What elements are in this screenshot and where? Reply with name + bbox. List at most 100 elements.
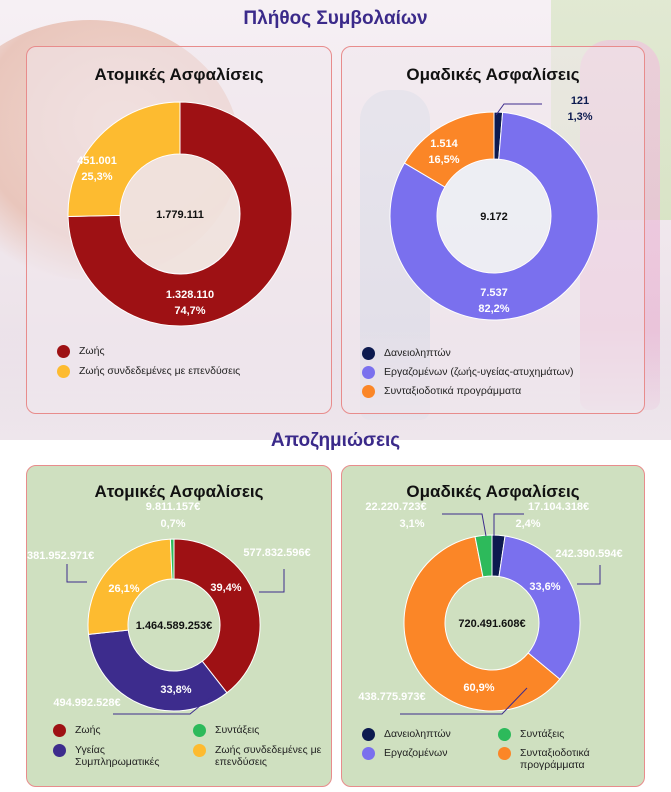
data-label: 82,2% [478, 303, 509, 315]
percent-label: 60,9% [463, 682, 494, 694]
legend-item: Συνταξιοδοτικά προγράμματα [362, 385, 521, 398]
leader-line [113, 691, 218, 715]
legend-label: Ζωής συνδεδεμένες με επενδύσεις [79, 365, 241, 377]
donut-hole [121, 155, 239, 273]
donut-slice [87, 538, 173, 635]
leader-line [66, 564, 87, 583]
panel-contracts-group: Ομαδικές Ασφαλίσεις 9.172 121 1,3% 7.537 82,… [341, 46, 645, 414]
legend-swatch [53, 744, 66, 757]
legend-item: Ζωής συνδεδεμένες με επενδύσεις [57, 365, 240, 378]
legend-swatch [498, 747, 511, 760]
donut-chart-contracts-group: 9.172 121 1,3% 7.537 82,2% 1.514 16,5% [389, 95, 599, 321]
legend-swatch [193, 744, 206, 757]
legend-swatch [57, 345, 70, 358]
legend-item: Συντάξεις [498, 728, 564, 741]
donut-hole [446, 577, 538, 669]
legend-swatch [362, 747, 375, 760]
data-label: 438.775.973€ [358, 691, 425, 703]
legend-item: Συντάξεις [193, 724, 259, 737]
data-label: 74,7% [174, 305, 205, 317]
legend-item: Ζωής [57, 345, 105, 358]
leader-line [493, 513, 524, 536]
legend-label: Δανειοληπτών [384, 347, 451, 359]
section-title-contracts: Πλήθος Συμβολαίων [243, 8, 428, 29]
data-label: 1.514 [430, 138, 458, 150]
legend-item: Υγείας Συμπληρωματικές [53, 744, 160, 768]
legend-label: Ζωής συνδεδεμένες με επενδύσεις [215, 744, 322, 768]
legend-swatch [362, 347, 375, 360]
data-label: 381.952.971€ [27, 550, 94, 562]
section-title-claims: Αποζημιώσεις [270, 430, 401, 451]
center-total-label: 720.491.608€ [458, 618, 525, 630]
legend-item: Συνταξιοδοτικά προγράμματα [498, 747, 630, 771]
panel-claims-individual: Ατομικές Ασφαλίσεις 1.464.589.253€ 577.83… [26, 465, 332, 787]
percent-label: 33,6% [529, 581, 560, 593]
legend-label: Συνταξιοδοτικά προγράμματα [520, 747, 590, 771]
legend-label: Δανειοληπτών [384, 728, 451, 740]
leader-line [442, 513, 487, 537]
donut-slice [403, 111, 495, 188]
center-total-label: 9.172 [480, 211, 508, 223]
donut-slice [474, 534, 493, 578]
percent-label: 2,4% [515, 518, 540, 530]
percent-label: 3,1% [399, 518, 424, 530]
legend-label: Ζωής [79, 345, 105, 357]
donut-hole [129, 580, 219, 670]
data-label: 577.832.596€ [243, 547, 310, 559]
legend-item: Εργαζομένων [362, 747, 448, 760]
panel-title: Ομαδικές Ασφαλίσεις [406, 65, 580, 84]
donut-slice [169, 538, 175, 580]
panel-title: Ατομικές Ασφαλίσεις [94, 482, 264, 501]
donut-slice [67, 101, 181, 217]
legend-label: Ζωής [75, 724, 101, 736]
legend-label: Συνταξιοδοτικά προγράμματα [384, 385, 522, 397]
panel-title: Ομαδικές Ασφαλίσεις [406, 482, 580, 501]
legend-label: Συντάξεις [520, 728, 565, 740]
donut-slice [403, 536, 561, 712]
percent-label: 39,4% [210, 582, 241, 594]
data-label: 494.992.528€ [53, 697, 120, 709]
leader-line [400, 687, 528, 715]
data-label: 16,5% [428, 154, 459, 166]
percent-label: 0,7% [160, 518, 185, 530]
percent-label: 33,8% [160, 684, 191, 696]
donut-slice [87, 629, 228, 712]
legend-swatch [362, 385, 375, 398]
panel-claims-group: Ομαδικές Ασφαλίσεις 720.491.608€ 17.104.3… [341, 465, 645, 787]
panel-title: Ατομικές Ασφαλίσεις [94, 65, 264, 84]
legend-label: Εργαζομένων [384, 747, 448, 759]
legend-swatch [193, 724, 206, 737]
data-label: 22.220.723€ [365, 501, 426, 513]
data-label: 9.811.157€ [146, 501, 200, 513]
donut-slice [498, 535, 581, 680]
donut-chart-claims-group: 720.491.608€ 17.104.318€ 2,4% 242.390.594€ 3… [358, 501, 623, 715]
data-label: 242.390.594€ [555, 548, 622, 560]
data-label: 1,3% [567, 111, 592, 123]
legend-label: Εργαζομένων (ζωής-υγείας-ατυχημάτων) [384, 366, 574, 378]
donut-slice [67, 101, 293, 327]
panel-contracts-individual: Ατομικές Ασφαλίσεις 1.779.111 1.328.110 74… [26, 46, 332, 414]
leader-line [577, 565, 601, 585]
center-total-label: 1.464.589.253€ [136, 620, 212, 632]
data-label: 17.104.318€ [528, 501, 589, 513]
leader-line [259, 569, 285, 593]
donut-chart-contracts-individual: 1.779.111 1.328.110 74,7% 451.001 25,3% [67, 101, 293, 327]
data-label: 7.537 [480, 287, 508, 299]
legend-item: Ζωής [53, 724, 101, 737]
legend-swatch [362, 728, 375, 741]
donut-slice [173, 538, 261, 694]
legend-swatch [53, 724, 66, 737]
percent-label: 26,1% [108, 583, 139, 595]
data-label: 1.328.110 [166, 289, 214, 301]
legend-item: Ζωής συνδεδεμένες με επενδύσεις [193, 744, 327, 768]
legend-item: Εργαζομένων (ζωής-υγείας-ατυχημάτων) [362, 366, 573, 379]
donut-chart-claims-individual: 1.464.589.253€ 577.832.596€ 39,4% 494.992.5… [27, 501, 311, 715]
donut-slice [389, 111, 599, 321]
legend-item: Δανειοληπτών [362, 728, 451, 741]
legend-label: Υγείας Συμπληρωματικές [75, 744, 160, 768]
data-label: 25,3% [81, 171, 112, 183]
legend-item: Δανειοληπτών [362, 347, 451, 360]
leader-line [495, 103, 542, 116]
center-total-label: 1.779.111 [156, 209, 204, 221]
data-label: 121 [571, 95, 589, 107]
